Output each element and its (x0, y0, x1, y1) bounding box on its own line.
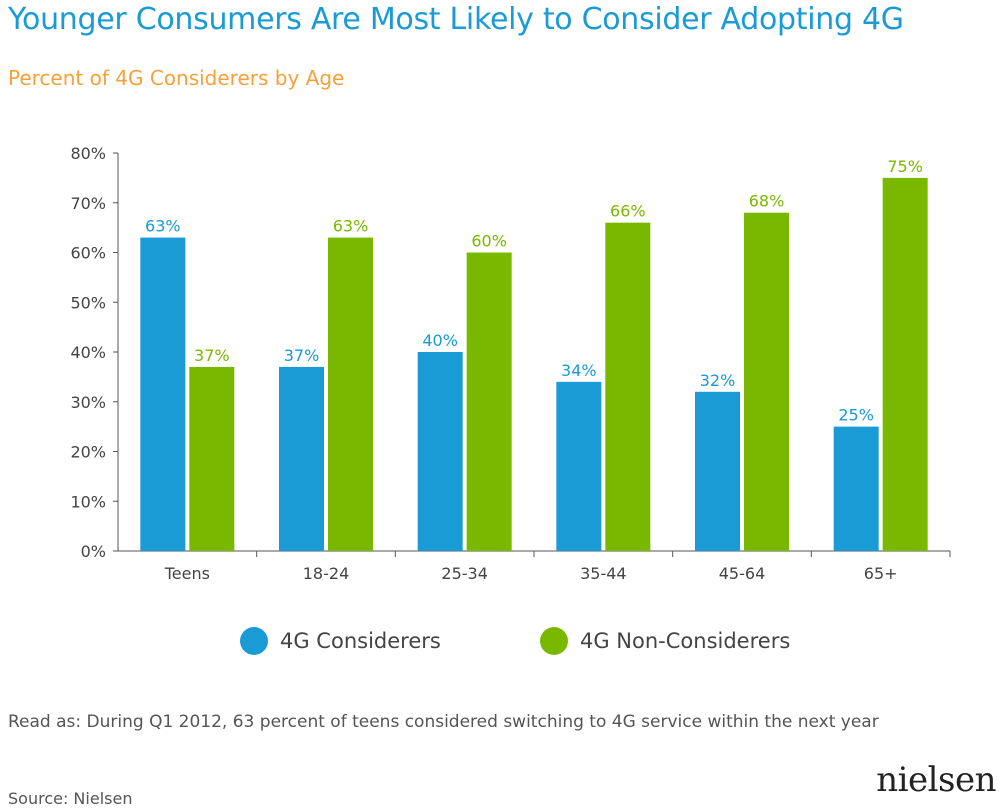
bar-considerers (833, 426, 879, 551)
bar-chart: 0% 10% 20% 30% 40% 50% 60% 70% 80% Teens 63% 37% 18-… (70, 144, 951, 583)
bar-non-considerers (466, 252, 512, 551)
source-note: Source: Nielsen (8, 789, 133, 808)
read-as-note: Read as: During Q1 2012, 63 percent of t… (8, 712, 879, 732)
legend-item-non-considerers: 4G Non-Considerers (540, 621, 790, 661)
nielsen-logo: nielsen (876, 760, 996, 800)
chart-subtitle: Percent of 4G Considerers by Age (8, 66, 345, 90)
y-tick-label: 20% (70, 443, 106, 462)
x-tick-label: 35-44 (580, 564, 627, 583)
bar-considerers (556, 381, 602, 551)
data-label-non-considerers: 66% (610, 202, 646, 221)
bar-non-considerers (744, 212, 789, 551)
y-tick-label: 40% (70, 343, 106, 362)
legend-label-non-considerers: 4G Non-Considerers (580, 629, 791, 653)
x-tick-label: 25-34 (441, 564, 488, 583)
y-tick-label: 70% (70, 194, 106, 213)
data-label-non-considerers: 37% (194, 346, 230, 365)
data-label-considerers: 32% (700, 371, 736, 390)
x-tick-label: Teens (164, 564, 210, 583)
y-tick-label: 10% (70, 492, 106, 511)
x-tick-label: 65+ (864, 564, 898, 583)
chart-title: Younger Consumers Are Most Likely to Con… (8, 2, 904, 37)
data-label-non-considerers: 68% (749, 192, 785, 211)
data-label-considerers: 40% (422, 331, 458, 350)
bar-non-considerers (605, 222, 651, 551)
bar-considerers (417, 352, 463, 551)
y-tick-label: 50% (70, 293, 106, 312)
bar-considerers (140, 237, 186, 551)
y-tick-label: 30% (70, 393, 106, 412)
bar-considerers (695, 391, 740, 551)
legend: 4G Considerers 4G Non-Considerers (0, 621, 1000, 661)
data-label-considerers: 37% (284, 346, 320, 365)
bar-non-considerers (189, 366, 235, 551)
data-label-considerers: 34% (561, 361, 597, 380)
data-label-non-considerers: 60% (471, 232, 507, 251)
x-tick-label: 45-64 (719, 564, 766, 583)
y-tick-label: 80% (70, 144, 106, 163)
x-tick-label: 18-24 (303, 564, 350, 583)
legend-swatch-considerers (240, 627, 268, 655)
y-tick-label: 0% (81, 542, 106, 561)
bar-considerers (279, 366, 324, 551)
bar-non-considerers (882, 177, 928, 551)
data-label-considerers: 63% (145, 217, 181, 236)
bar-non-considerers (328, 237, 373, 551)
data-label-non-considerers: 75% (887, 157, 923, 176)
legend-label-considerers: 4G Considerers (280, 629, 441, 653)
legend-item-considerers: 4G Considerers (240, 621, 441, 661)
y-tick-label: 60% (70, 244, 106, 263)
data-label-considerers: 25% (838, 406, 874, 425)
data-label-non-considerers: 63% (333, 217, 369, 236)
legend-swatch-non-considerers (540, 627, 568, 655)
